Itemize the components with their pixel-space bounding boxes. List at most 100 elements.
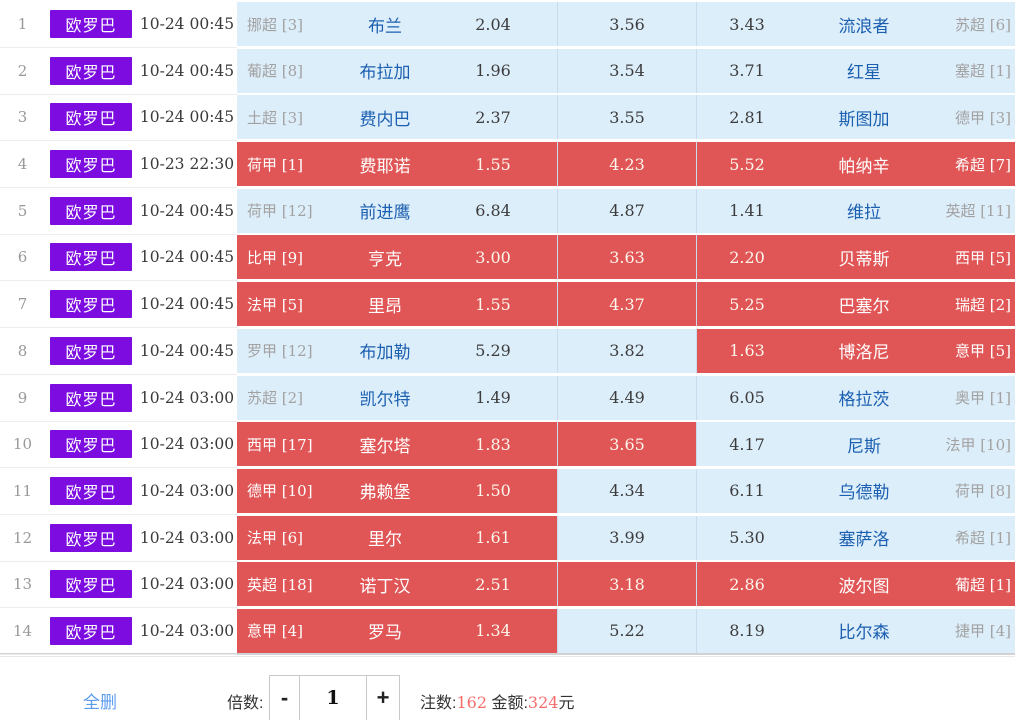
draw-odds: 3.18	[609, 574, 645, 594]
away-league-rank: 苏超 [6]	[954, 15, 1011, 34]
bet-draw-cell[interactable]: 5.22	[557, 608, 697, 653]
home-team-name: 布加勒	[359, 343, 411, 363]
bet-away-win-cell[interactable]: 1.41 维拉 英超 [11]	[697, 188, 1015, 233]
draw-odds: 3.82	[609, 341, 645, 361]
home-win-odds: 1.55	[475, 154, 511, 174]
bet-draw-cell[interactable]: 4.49	[557, 375, 697, 420]
bet-home-win-cell[interactable]: 荷甲 [1] 费耶诺 1.55	[237, 142, 557, 187]
row-number: 3	[17, 108, 28, 127]
home-team-name: 前进鹰	[359, 203, 411, 223]
amount-unit: 元	[558, 694, 575, 712]
bet-home-win-cell[interactable]: 荷甲 [12] 前进鹰 6.84	[237, 188, 557, 233]
home-win-odds: 1.55	[475, 294, 511, 314]
bet-away-win-cell[interactable]: 5.52 帕纳辛 希超 [7]	[697, 142, 1015, 187]
away-team-name: 红星	[847, 63, 881, 83]
badge-cell: 欧罗巴	[45, 609, 137, 653]
bet-draw-cell[interactable]: 3.63	[557, 235, 697, 280]
bet-draw-cell[interactable]: 4.37	[557, 282, 697, 327]
bet-away-win-cell[interactable]: 4.17 尼斯 法甲 [10]	[697, 422, 1015, 467]
bet-away-win-cell[interactable]: 2.20 贝蒂斯 西甲 [5]	[697, 235, 1015, 280]
amount-label: 金额:	[491, 694, 528, 712]
away-team-name: 塞萨洛	[838, 530, 890, 550]
away-team-name: 尼斯	[847, 436, 881, 456]
away-league-rank: 荷甲 [8]	[954, 482, 1011, 501]
match-row: 3 欧罗巴 10-24 00:45 土超 [3] 费内巴 2.37 3.55 2…	[0, 95, 1015, 142]
away-win-odds: 8.19	[729, 621, 765, 641]
bet-away-win-cell[interactable]: 2.86 波尔图 葡超 [1]	[697, 562, 1015, 607]
delete-all-link[interactable]: 全删	[83, 692, 117, 712]
match-time: 10-24 03:00	[139, 388, 235, 407]
competition-badge: 欧罗巴	[50, 196, 132, 225]
bet-draw-cell[interactable]: 4.23	[557, 142, 697, 187]
bet-draw-cell[interactable]: 3.54	[557, 48, 697, 93]
bet-draw-cell[interactable]: 4.34	[557, 468, 697, 513]
multiplier-increase-button[interactable]: +	[376, 684, 390, 710]
home-league-rank: 法甲 [6]	[247, 529, 304, 548]
bet-draw-cell[interactable]: 3.56	[557, 2, 697, 46]
competition-badge: 欧罗巴	[50, 430, 132, 459]
match-row: 11 欧罗巴 10-24 03:00 德甲 [10] 弗赖堡 1.50 4.34…	[0, 468, 1015, 515]
home-team-name: 费耶诺	[359, 156, 411, 176]
bet-away-win-cell[interactable]: 2.81 斯图加 德甲 [3]	[697, 95, 1015, 140]
competition-badge: 欧罗巴	[50, 523, 132, 552]
competition-badge: 欧罗巴	[50, 10, 132, 38]
home-team-name: 里尔	[368, 530, 402, 550]
row-number: 9	[17, 388, 28, 407]
home-league-rank: 荷甲 [1]	[247, 155, 304, 174]
bet-away-win-cell[interactable]: 1.63 博洛尼 意甲 [5]	[697, 328, 1015, 373]
multiplier-value[interactable]: 1	[299, 675, 367, 720]
home-win-odds: 1.34	[475, 621, 511, 641]
badge-cell: 欧罗巴	[45, 469, 137, 513]
away-team-name: 斯图加	[838, 109, 890, 129]
bet-home-win-cell[interactable]: 德甲 [10] 弗赖堡 1.50	[237, 468, 557, 513]
bet-home-win-cell[interactable]: 法甲 [5] 里昂 1.55	[237, 282, 557, 327]
match-time: 10-24 00:45	[139, 108, 235, 127]
bet-draw-cell[interactable]: 3.18	[557, 562, 697, 607]
home-win-odds: 1.49	[475, 388, 511, 407]
match-time: 10-24 03:00	[139, 481, 235, 500]
home-win-odds: 3.00	[475, 247, 511, 267]
bet-home-win-cell[interactable]: 葡超 [8] 布拉加 1.96	[237, 48, 557, 93]
home-team-name: 布拉加	[359, 63, 411, 83]
bet-draw-cell[interactable]: 3.65	[557, 422, 697, 467]
bet-home-win-cell[interactable]: 法甲 [6] 里尔 1.61	[237, 515, 557, 560]
match-row: 1 欧罗巴 10-24 00:45 挪超 [3] 布兰 2.04 3.56 3.…	[0, 2, 1015, 48]
bet-home-win-cell[interactable]: 英超 [18] 诺丁汉 2.51	[237, 562, 557, 607]
match-time: 10-24 03:00	[139, 575, 235, 594]
badge-cell: 欧罗巴	[45, 235, 137, 279]
bet-draw-cell[interactable]: 3.55	[557, 95, 697, 140]
away-team-name: 巴塞尔	[838, 296, 890, 316]
away-team-name: 博洛尼	[838, 343, 890, 363]
badge-cell: 欧罗巴	[45, 142, 137, 186]
bet-away-win-cell[interactable]: 3.71 红星 塞超 [1]	[697, 48, 1015, 93]
bet-away-win-cell[interactable]: 5.30 塞萨洛 希超 [1]	[697, 515, 1015, 560]
bet-home-win-cell[interactable]: 罗甲 [12] 布加勒 5.29	[237, 328, 557, 373]
bet-home-win-cell[interactable]: 比甲 [9] 亨克 3.00	[237, 235, 557, 280]
bet-draw-cell[interactable]: 3.82	[557, 328, 697, 373]
home-win-odds: 5.29	[475, 341, 511, 361]
away-win-odds: 2.81	[729, 107, 765, 127]
bet-home-win-cell[interactable]: 挪超 [3] 布兰 2.04	[237, 2, 557, 46]
bet-away-win-cell[interactable]: 6.11 乌德勒 荷甲 [8]	[697, 468, 1015, 513]
bet-home-win-cell[interactable]: 苏超 [2] 凯尔特 1.49	[237, 375, 557, 420]
row-number: 6	[17, 248, 28, 267]
draw-odds: 4.37	[609, 294, 645, 314]
bet-away-win-cell[interactable]: 6.05 格拉茨 奥甲 [1]	[697, 375, 1015, 420]
bet-away-win-cell[interactable]: 5.25 巴塞尔 瑞超 [2]	[697, 282, 1015, 327]
bet-home-win-cell[interactable]: 意甲 [4] 罗马 1.34	[237, 608, 557, 653]
bet-draw-cell[interactable]: 4.87	[557, 188, 697, 233]
away-league-rank: 希超 [1]	[954, 529, 1011, 548]
home-win-odds: 1.83	[475, 434, 511, 454]
bet-away-win-cell[interactable]: 8.19 比尔森 捷甲 [4]	[697, 608, 1015, 653]
match-row: 12 欧罗巴 10-24 03:00 法甲 [6] 里尔 1.61 3.99 5…	[0, 515, 1015, 562]
bet-home-win-cell[interactable]: 土超 [3] 费内巴 2.37	[237, 95, 557, 140]
away-win-odds: 3.71	[729, 61, 765, 81]
bet-home-win-cell[interactable]: 西甲 [17] 塞尔塔 1.83	[237, 422, 557, 467]
away-win-odds: 2.86	[729, 574, 765, 594]
away-win-odds: 1.41	[729, 201, 765, 221]
bet-draw-cell[interactable]: 3.99	[557, 515, 697, 560]
away-league-rank: 葡超 [1]	[954, 575, 1011, 594]
match-time: 10-24 00:45	[139, 201, 235, 220]
bet-away-win-cell[interactable]: 3.43 流浪者 苏超 [6]	[697, 2, 1015, 46]
multiplier-decrease-button[interactable]: -	[280, 684, 289, 710]
